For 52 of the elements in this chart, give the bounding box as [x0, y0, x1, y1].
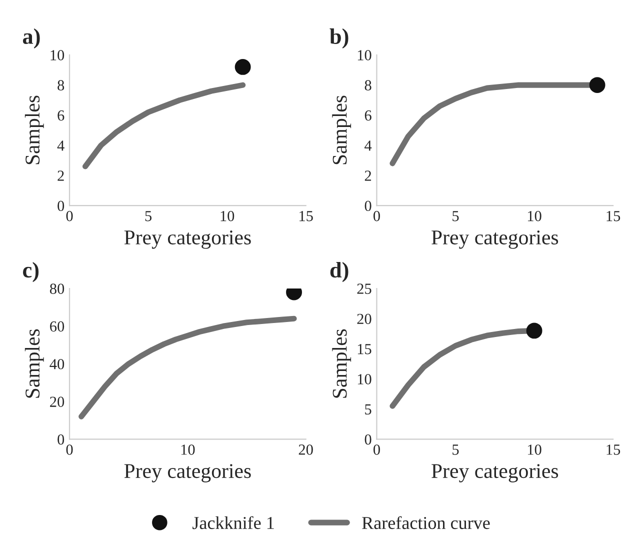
- y-tick-label: 5: [365, 404, 372, 415]
- y-tick-label: 40: [50, 358, 64, 370]
- y-tick-label: 8: [58, 80, 64, 90]
- x-tick-label: 5: [145, 211, 152, 222]
- y-tick-label: 0: [364, 200, 372, 212]
- x-tick-label: 15: [606, 210, 620, 222]
- y-axis-title: Samples: [24, 329, 44, 398]
- y-tick-label: 4: [364, 140, 372, 151]
- x-tick-label: 0: [373, 210, 380, 222]
- x-tick-label: 5: [452, 444, 459, 455]
- y-axis-title: Samples: [332, 329, 352, 398]
- x-tick-label: 10: [181, 444, 195, 455]
- x-tick-label: 10: [528, 444, 542, 455]
- y-tick-label: 8: [364, 80, 372, 90]
- y-axis-title: Samples: [24, 96, 44, 164]
- x-tick-label: 0: [66, 210, 73, 222]
- y-tick-label: 20: [357, 314, 372, 324]
- x-tick-label: 15: [300, 210, 313, 222]
- x-axis-title: Prey categories: [124, 464, 251, 482]
- chart-title: c): [23, 262, 39, 282]
- y-tick-label: 25: [357, 284, 372, 294]
- x-axis-title: Prey categories: [124, 230, 251, 249]
- x-axis-title: Prey categories: [432, 464, 558, 482]
- legend-label: Rarefaction curve: [362, 516, 490, 530]
- y-tick-label: 4: [57, 140, 64, 151]
- legend-label: Jackknife 1: [192, 516, 274, 530]
- y-tick-label: 10: [50, 50, 64, 60]
- y-tick-label: 0: [58, 200, 64, 212]
- y-tick-label: 6: [58, 110, 64, 121]
- y-tick-label: 80: [50, 284, 64, 294]
- x-tick-label: 0: [66, 444, 73, 455]
- x-tick-label: 20: [298, 444, 313, 455]
- y-tick-label: 10: [358, 374, 372, 384]
- y-tick-label: 2: [58, 170, 64, 181]
- y-tick-label: 2: [364, 170, 372, 181]
- y-tick-label: 20: [50, 396, 64, 407]
- chart-title: a): [22, 28, 40, 49]
- y-tick-label: 60: [50, 321, 64, 332]
- y-tick-label: 15: [358, 344, 372, 354]
- x-tick-label: 0: [373, 444, 380, 455]
- x-tick-label: 15: [606, 444, 620, 455]
- chart-title: b): [330, 28, 348, 49]
- x-tick-label: 10: [220, 210, 234, 222]
- x-tick-label: 5: [452, 211, 459, 222]
- x-axis-title: Prey categories: [432, 230, 558, 249]
- y-tick-label: 0: [364, 434, 372, 445]
- x-tick-label: 10: [528, 210, 542, 222]
- y-tick-label: 6: [364, 110, 372, 121]
- chart-title: d): [330, 262, 348, 282]
- y-tick-label: 0: [58, 434, 64, 445]
- y-tick-label: 10: [358, 50, 372, 60]
- y-axis-title: Samples: [332, 96, 352, 164]
